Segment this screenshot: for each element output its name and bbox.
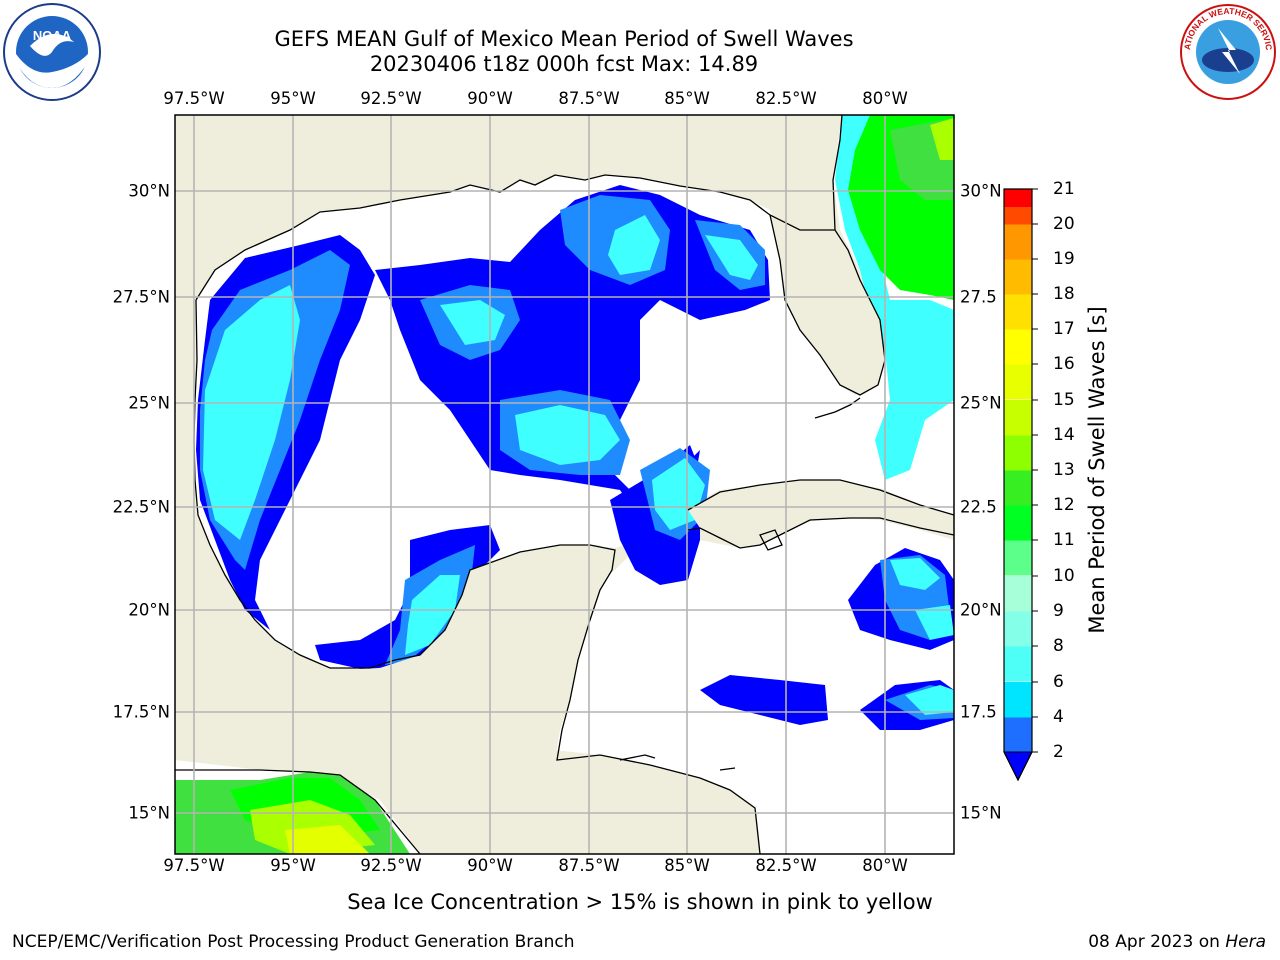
lat-label-right: 17.5 — [960, 702, 997, 722]
swell-pacific-yellow — [285, 825, 370, 854]
swell-cyan-caribbean — [890, 558, 940, 590]
colorbar-tick-label: 4 — [1053, 707, 1064, 727]
lon-label-bottom: 90°W — [467, 856, 513, 875]
lat-label-right: 25°N — [960, 393, 1002, 413]
lat-label-left: 25°N — [128, 393, 170, 413]
cb-8-9 — [1004, 611, 1032, 647]
lon-label-top: 82.5°W — [755, 89, 817, 108]
cb-4-6 — [1004, 682, 1032, 718]
cb-14-15 — [1004, 400, 1032, 436]
lon-label-bottom: 82.5°W — [755, 856, 817, 875]
cb-18-19 — [1004, 259, 1032, 295]
swell-cyan-caribbean-2 — [915, 605, 954, 640]
colorbar-tick-label: 2 — [1053, 742, 1064, 762]
land-central-america — [555, 755, 760, 854]
nws-logo: NATIONAL WEATHER SERVICE — [1178, 2, 1276, 100]
colorbar-tick-label: 9 — [1053, 601, 1064, 621]
cb-19-20 — [1004, 224, 1032, 260]
lat-label-left: 17.5°N — [112, 702, 170, 722]
title-line-1: GEFS MEAN Gulf of Mexico Mean Period of … — [274, 27, 854, 51]
lat-label-left: 30°N — [128, 181, 170, 201]
cb-2-4 — [1004, 717, 1032, 753]
swell-cyan-caribbean-se — [905, 685, 954, 715]
land-florida — [770, 215, 885, 395]
colorbar-tick-label: 12 — [1053, 495, 1075, 515]
cb-6-8 — [1004, 646, 1032, 682]
lon-label-bottom: 92.5°W — [360, 856, 422, 875]
colorbar — [1003, 188, 1038, 782]
gridlines — [175, 115, 954, 854]
lat-label-right: 15°N — [960, 803, 1002, 823]
lon-label-top: 87.5°W — [558, 89, 620, 108]
land-yucatan — [330, 545, 615, 854]
footer-date-text: 08 Apr 2023 on — [1088, 932, 1226, 952]
cb-top — [1004, 189, 1032, 207]
noaa-logo-text: NOAA — [33, 28, 72, 43]
footer-date: 08 Apr 2023 on Hera — [1088, 932, 1266, 952]
cb-9-10 — [1004, 576, 1032, 612]
colorbar-tick-label: 8 — [1053, 636, 1064, 656]
swell-cyan-ne — [705, 235, 758, 280]
swell-cyan-campeche — [405, 575, 460, 655]
colorbar-tick-label: 20 — [1053, 214, 1075, 234]
lat-label-left: 15°N — [128, 803, 170, 823]
lon-label-bottom: 95°W — [270, 856, 316, 875]
lon-label-bottom: 97.5°W — [163, 856, 225, 875]
lat-label-left: 27.5°N — [112, 287, 170, 307]
cb-outline — [1003, 188, 1033, 782]
chart-title: GEFS MEAN Gulf of Mexico Mean Period of … — [274, 27, 853, 77]
cb-13-14 — [1004, 435, 1032, 471]
lat-label-right: 20°N — [960, 600, 1002, 620]
lat-label-left: 22.5°N — [112, 497, 170, 517]
colorbar-tick-label: 14 — [1053, 425, 1075, 445]
colorbar-tick-label: 17 — [1053, 319, 1075, 339]
land-cuba — [688, 480, 954, 548]
colorbar-tick-label: 15 — [1053, 390, 1075, 410]
lon-label-top: 95°W — [270, 89, 316, 108]
colorbar-tick-label: 6 — [1053, 672, 1064, 692]
footer-host: Hera — [1225, 932, 1266, 952]
cb-17-18 — [1004, 294, 1032, 330]
lat-label-right: 27.5 — [960, 287, 997, 307]
coastlines — [175, 114, 955, 855]
colorbar-tick-label: 16 — [1053, 354, 1075, 374]
sea-ice-note: Sea Ice Concentration > 15% is shown in … — [347, 890, 933, 914]
swell-cyan-south-central — [515, 405, 620, 465]
colorbar-tick-label: 13 — [1053, 460, 1075, 480]
lat-label-right: 30°N — [960, 181, 1002, 201]
title-line-2: 20230406 t18z 000h fcst Max: 14.89 — [369, 52, 759, 76]
noaa-logo: NOAA — [3, 3, 101, 101]
swell-atlantic-yellowgreen — [930, 118, 954, 160]
cb-12-13 — [1004, 470, 1032, 506]
cb-extend-arrow — [1003, 751, 1033, 782]
lat-label-left: 20°N — [128, 600, 170, 620]
lon-label-top: 97.5°W — [163, 89, 225, 108]
lon-label-bottom: 80°W — [862, 856, 908, 875]
swell-cyan-west — [203, 285, 300, 540]
colorbar-title: Mean Period of Swell Waves [s] — [1085, 306, 1109, 634]
swell-blue-central — [375, 185, 770, 530]
swell-cyan-central — [440, 300, 505, 345]
swell-cyan-north — [608, 215, 660, 275]
lon-label-bottom: 85°W — [664, 856, 710, 875]
colorbar-tick-label: 11 — [1053, 530, 1075, 550]
cb-16-17 — [1004, 329, 1032, 365]
lon-label-top: 90°W — [467, 89, 513, 108]
lon-label-top: 80°W — [862, 89, 908, 108]
cb-11-12 — [1004, 505, 1032, 541]
lat-label-right: 22.5 — [960, 497, 997, 517]
colorbar-tick-label: 21 — [1053, 179, 1075, 199]
colorbar-tick-label: 10 — [1053, 566, 1075, 586]
colorbar-tick-label: 18 — [1053, 284, 1075, 304]
footer-credit: NCEP/EMC/Verification Post Processing Pr… — [12, 932, 575, 952]
map-frame — [174, 114, 955, 855]
lon-label-top: 92.5°W — [360, 89, 422, 108]
lon-label-bottom: 87.5°W — [558, 856, 620, 875]
lon-label-top: 85°W — [664, 89, 710, 108]
cb-10-11 — [1004, 540, 1032, 576]
cb-15-16 — [1004, 364, 1032, 400]
colorbar-tick-label: 19 — [1053, 249, 1075, 269]
